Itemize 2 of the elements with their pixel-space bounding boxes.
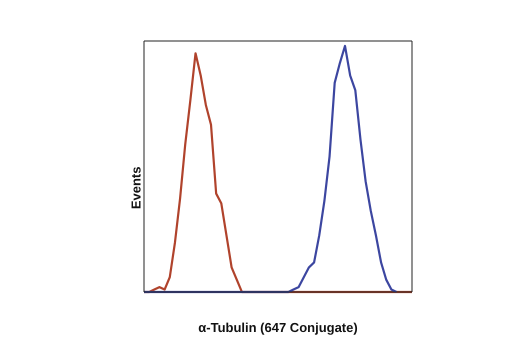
x-axis-title: α-Tubulin (647 Conjugate) <box>198 320 358 335</box>
y-axis-title: Events <box>128 166 144 210</box>
